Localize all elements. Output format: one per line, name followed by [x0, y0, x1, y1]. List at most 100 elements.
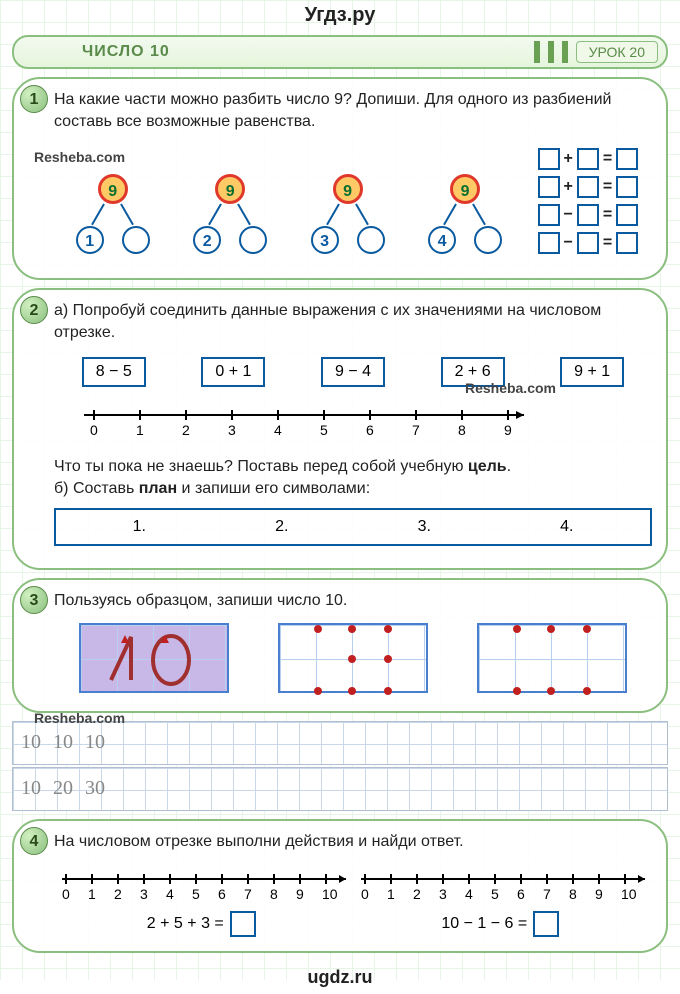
header-stripes: УРОК 20 — [534, 41, 658, 63]
tree-top-node: 9 — [98, 174, 128, 204]
tree-leaf-empty — [474, 226, 502, 254]
svg-text:9: 9 — [595, 886, 603, 902]
equation-1: 2 + 5 + 3 = — [147, 915, 224, 932]
svg-text:4: 4 — [465, 886, 473, 902]
hw-num: 20 — [53, 777, 73, 800]
svg-text:3: 3 — [439, 886, 447, 902]
header-bar: ЧИСЛО 10 УРОК 20 — [12, 35, 668, 69]
svg-text:7: 7 — [543, 886, 551, 902]
tree-top-node: 9 — [215, 174, 245, 204]
plan-item: 3. — [418, 518, 431, 536]
tree-2: 9 2 — [185, 174, 275, 254]
svg-text:3: 3 — [140, 886, 148, 902]
tree-leaf: 3 — [311, 226, 339, 254]
expression-row: 8 − 5 0 + 1 9 − 4 2 + 6 9 + 1 — [54, 357, 652, 387]
plan-item: 2. — [275, 518, 288, 536]
top-watermark: Угдз.ру — [12, 0, 668, 31]
numberline-right: 012345678910 — [353, 867, 652, 905]
tree-leaf-empty — [357, 226, 385, 254]
resheba-watermark-3: Resheba.com — [34, 710, 125, 726]
numberline-left: 012345678910 — [54, 867, 353, 905]
svg-text:9: 9 — [504, 422, 512, 438]
svg-text:2: 2 — [182, 422, 190, 438]
expr-box: 9 + 1 — [560, 357, 624, 387]
task-2-hint: Что ты пока не знаешь? Поставь перед соб… — [54, 456, 652, 478]
writing-row-1: 10 10 10 — [12, 721, 668, 765]
task-4-text: На числовом отрезке выполни действия и н… — [54, 831, 652, 853]
hw-num: 10 — [21, 777, 41, 800]
svg-text:1: 1 — [387, 886, 395, 902]
resheba-watermark-1: Resheba.com — [34, 149, 125, 165]
svg-text:10: 10 — [621, 886, 637, 902]
op: + — [564, 150, 573, 168]
hw-num: 10 — [21, 731, 41, 754]
tree-leaf-empty — [122, 226, 150, 254]
resheba-watermark-2: Resheba.com — [465, 380, 556, 396]
practice-grid-1 — [278, 623, 428, 693]
op: + — [564, 178, 573, 196]
expr-box: 9 − 4 — [321, 357, 385, 387]
equation-2: 10 − 1 − 6 = — [441, 915, 527, 932]
svg-text:5: 5 — [192, 886, 200, 902]
svg-text:10: 10 — [322, 886, 338, 902]
task-4: 4 На числовом отрезке выполни действия и… — [12, 819, 668, 953]
writing-row-2: 10 20 30 — [12, 767, 668, 811]
svg-text:1: 1 — [136, 422, 144, 438]
task-3-text: Пользуясь образцом, запиши число 10. — [54, 590, 652, 612]
op: − — [564, 234, 573, 252]
tree-row: 9 1 9 2 9 3 9 4 — [54, 144, 652, 254]
expr-box: 0 + 1 — [201, 357, 265, 387]
svg-text:6: 6 — [517, 886, 525, 902]
svg-text:1: 1 — [88, 886, 96, 902]
tree-4: 9 4 — [420, 174, 510, 254]
svg-text:0: 0 — [62, 886, 70, 902]
task-2-number: 2 — [20, 296, 48, 324]
tree-3: 9 3 — [303, 174, 393, 254]
plan-box: 1. 2. 3. 4. — [54, 508, 652, 546]
svg-text:2: 2 — [413, 886, 421, 902]
op: − — [564, 206, 573, 224]
task-1-text: На какие части можно разбить число 9? До… — [54, 89, 652, 134]
answer-box — [230, 911, 256, 937]
hw-num: 10 — [53, 731, 73, 754]
svg-text:8: 8 — [569, 886, 577, 902]
bottom-watermark: ugdz.ru — [12, 961, 668, 994]
numberline-pair: 012345678910 012345678910 — [54, 867, 652, 905]
expr-box: 8 − 5 — [82, 357, 146, 387]
practice-grid-2 — [477, 623, 627, 693]
tree-leaf: 2 — [193, 226, 221, 254]
equations-block: += += −= −= — [538, 148, 639, 254]
task-4-number: 4 — [20, 827, 48, 855]
task-3: 3 Пользуясь образцом, запиши число 10. — [12, 578, 668, 712]
hw-num: 10 — [85, 731, 105, 754]
svg-text:6: 6 — [218, 886, 226, 902]
plan-item: 4. — [560, 518, 573, 536]
answer-box — [533, 911, 559, 937]
task-1: 1 На какие части можно разбить число 9? … — [12, 77, 668, 280]
tree-1: 9 1 — [68, 174, 158, 254]
svg-text:5: 5 — [491, 886, 499, 902]
tree-top-node: 9 — [450, 174, 480, 204]
tree-leaf-empty — [239, 226, 267, 254]
svg-text:4: 4 — [274, 422, 282, 438]
task-2: 2 а) Попробуй соединить данные выражения… — [12, 288, 668, 571]
svg-text:3: 3 — [228, 422, 236, 438]
task-1-number: 1 — [20, 85, 48, 113]
svg-text:5: 5 — [320, 422, 328, 438]
hw-num: 30 — [85, 777, 105, 800]
svg-text:6: 6 — [366, 422, 374, 438]
svg-text:7: 7 — [244, 886, 252, 902]
lesson-label: УРОК 20 — [576, 41, 658, 63]
task-2-text-a: а) Попробуй соединить данные выражения с… — [54, 300, 652, 345]
sample-10 — [79, 623, 229, 693]
tree-leaf: 4 — [428, 226, 456, 254]
plan-item: 1. — [133, 518, 146, 536]
page-title: ЧИСЛО 10 — [22, 43, 170, 61]
task-2-text-b: б) Составь план и запиши его символами: — [54, 478, 652, 500]
tree-leaf: 1 — [76, 226, 104, 254]
task-3-number: 3 — [20, 586, 48, 614]
answer-row: 2 + 5 + 3 = 10 − 1 − 6 = — [54, 911, 652, 937]
svg-text:9: 9 — [296, 886, 304, 902]
tree-top-node: 9 — [333, 174, 363, 204]
svg-text:2: 2 — [114, 886, 122, 902]
